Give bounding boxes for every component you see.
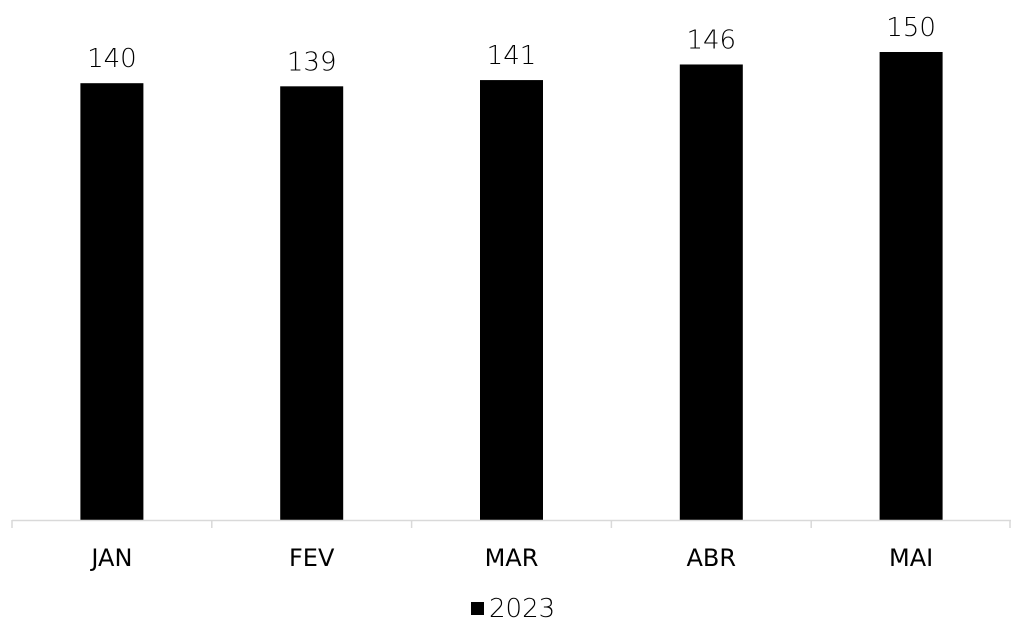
x-tick-label-jan: JAN xyxy=(89,544,132,572)
legend: 2023 xyxy=(471,594,555,624)
legend-swatch-2023 xyxy=(471,602,484,615)
bar-mar xyxy=(480,80,543,520)
data-label-fev: 139 xyxy=(287,47,337,77)
data-label-abr: 146 xyxy=(686,25,736,55)
x-axis: JAN FEV MAR ABR MAI xyxy=(11,519,1011,572)
x-tick-label-mai: MAI xyxy=(889,544,933,572)
bar-jan xyxy=(80,83,144,520)
x-tick-label-abr: ABR xyxy=(687,544,737,572)
data-label-mai: 150 xyxy=(886,13,936,43)
data-labels-layer: 140 139 141 146 150 xyxy=(87,13,936,77)
bars-layer xyxy=(80,52,943,520)
data-label-jan: 140 xyxy=(87,44,137,74)
x-tick-label-mar: MAR xyxy=(485,544,539,572)
bar-fev xyxy=(280,86,344,520)
x-tick-label-fev: FEV xyxy=(289,544,335,572)
bar-abr xyxy=(679,64,743,520)
bar-mai xyxy=(879,52,943,520)
data-label-mar: 141 xyxy=(487,41,537,71)
legend-label-2023: 2023 xyxy=(489,594,555,624)
